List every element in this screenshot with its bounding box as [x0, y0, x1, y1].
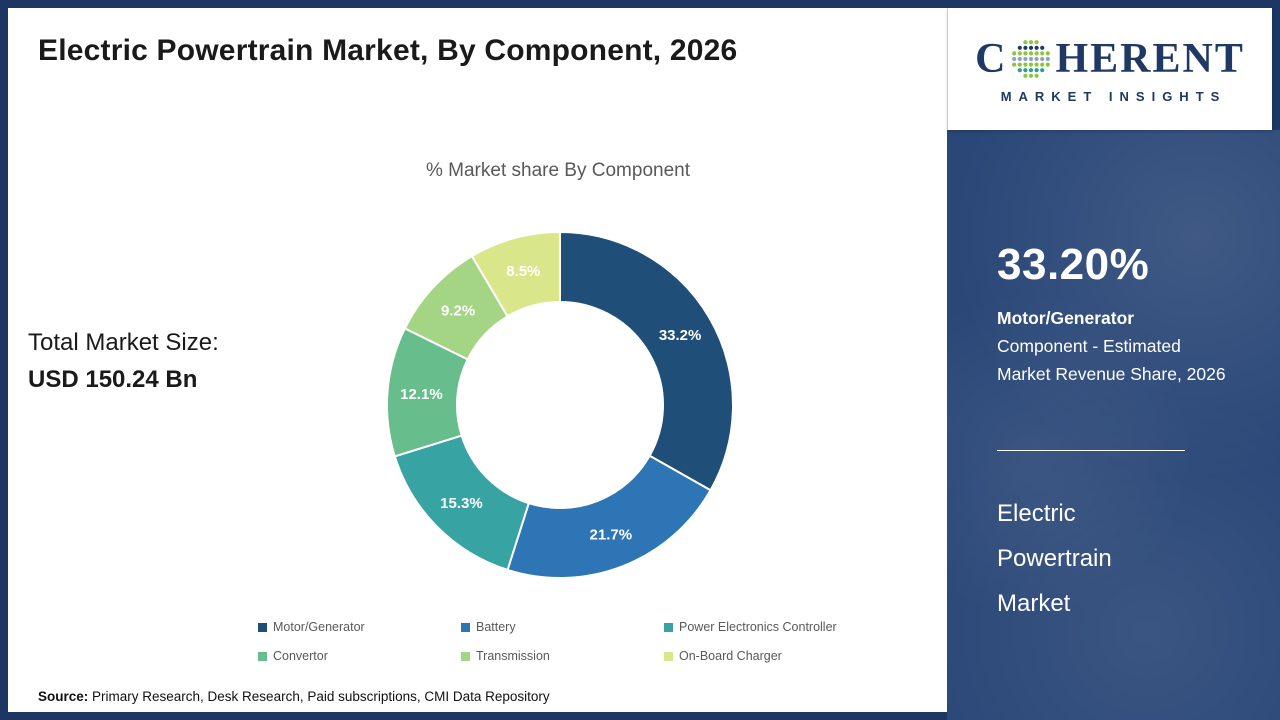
- sidebar-divider: [997, 450, 1185, 451]
- highlight-desc-text: Component - Estimated Market Revenue Sha…: [997, 336, 1226, 384]
- report-title-line-2: Powertrain: [997, 545, 1112, 573]
- globe-dot: [1034, 50, 1040, 55]
- globe-dot: [1029, 39, 1034, 44]
- globe-dot: [1029, 56, 1034, 61]
- total-market-size: Total Market Size: USD 150.24 Bn: [28, 324, 219, 398]
- legend-swatch-icon: [664, 651, 673, 661]
- globe-dot: [1029, 62, 1034, 67]
- globe-dot: [1029, 73, 1034, 78]
- globe-dots-icon: [1012, 39, 1051, 78]
- globe-dot: [1018, 45, 1023, 50]
- chart-title: % Market share By Component: [425, 160, 690, 181]
- highlight-component: Motor/Generator: [997, 308, 1135, 328]
- globe-dot: [1040, 56, 1045, 61]
- donut-segment-label-3: 12.1%: [400, 386, 443, 403]
- globe-dot: [1018, 56, 1023, 61]
- globe-dot: [1034, 67, 1040, 72]
- legend-swatch-icon: [258, 651, 267, 661]
- globe-dot: [1034, 45, 1040, 50]
- donut-segment-label-4: 9.2%: [441, 303, 475, 320]
- globe-dot: [1012, 62, 1017, 67]
- legend-swatch-icon: [664, 622, 673, 632]
- legend-swatch-icon: [461, 622, 470, 632]
- globe-dot: [1023, 67, 1028, 72]
- globe-dot: [1012, 56, 1017, 61]
- legend-item-2: Power Electronics Controller: [664, 620, 918, 634]
- globe-dot: [1040, 62, 1045, 67]
- legend-label: Convertor: [273, 649, 328, 663]
- globe-dot: [1029, 45, 1034, 50]
- page-title: Electric Powertrain Market, By Component…: [38, 34, 738, 67]
- globe-dot: [1023, 39, 1028, 44]
- globe-dot: [1023, 56, 1028, 61]
- legend-item-1: Battery: [461, 620, 664, 634]
- chart-legend: Motor/Generator Battery Power Electronics …: [258, 620, 918, 663]
- globe-dot: [1034, 73, 1040, 78]
- globe-dot: [1012, 50, 1017, 55]
- brand-logo: C HERENT: [975, 35, 1245, 83]
- sidebar-content: 33.20% Motor/Generator Component - Estim…: [997, 130, 1245, 626]
- legend-label: Transmission: [476, 649, 550, 663]
- donut-segment-label-0: 33.2%: [659, 327, 702, 344]
- globe-dot: [1034, 56, 1040, 61]
- legend-item-4: Transmission: [461, 649, 664, 663]
- legend-swatch-icon: [461, 651, 470, 661]
- donut-chart: 33.2% 21.7% 15.3% 12.1% 9.2% 8.5%: [360, 205, 760, 605]
- globe-dot: [1046, 56, 1051, 61]
- source-text: Primary Research, Desk Research, Paid su…: [88, 689, 550, 704]
- donut-chart-svg: 33.2% 21.7% 15.3% 12.1% 9.2% 8.5%: [386, 230, 734, 580]
- legend-label: Motor/Generator: [273, 620, 365, 634]
- donut-segment-0: [559, 230, 734, 492]
- globe-dot: [1023, 45, 1028, 50]
- globe-dot: [1018, 50, 1023, 55]
- report-title-line-1: Electric: [997, 500, 1076, 527]
- donut-segment-1: [506, 454, 712, 580]
- donut-segment-5: [470, 230, 561, 318]
- total-market-size-value: USD 150.24 Bn: [28, 366, 198, 394]
- globe-dot: [1034, 62, 1040, 67]
- globe-dot: [1046, 50, 1051, 55]
- globe-dot: [1029, 67, 1034, 72]
- globe-dot: [1023, 73, 1028, 78]
- source-label: Source:: [38, 689, 89, 704]
- main-content-panel: Electric Powertrain Market, By Component…: [8, 8, 947, 712]
- brand-tagline: MARKET INSIGHTS: [1000, 88, 1227, 104]
- brand-logo-panel: C HERENT MARKET INSIGHTS: [947, 8, 1272, 130]
- globe-dot: [1018, 62, 1023, 67]
- globe-dot: [1023, 62, 1028, 67]
- source-line: Source: Primary Research, Desk Research,…: [38, 689, 550, 704]
- globe-dot: [1040, 50, 1045, 55]
- highlight-value: 33.20%: [997, 240, 1150, 289]
- legend-label: Battery: [476, 620, 516, 634]
- donut-segment-label-2: 15.3%: [440, 495, 483, 512]
- legend-item-0: Motor/Generator: [258, 620, 461, 634]
- legend-item-5: On-Board Charger: [664, 649, 918, 663]
- globe-dot: [1046, 62, 1051, 67]
- donut-segment-label-5: 8.5%: [506, 263, 540, 280]
- globe-dot: [1040, 45, 1045, 50]
- total-market-size-label: Total Market Size:: [28, 329, 219, 356]
- legend-label: On-Board Charger: [679, 649, 782, 663]
- sidebar-panel: 33.20% Motor/Generator Component - Estim…: [947, 130, 1280, 720]
- report-title: Electric Powertrain Market: [997, 491, 1245, 626]
- highlight-description: Motor/Generator Component - Estimated Ma…: [997, 304, 1229, 388]
- globe-dot: [1018, 67, 1023, 72]
- globe-dot: [1023, 50, 1028, 55]
- legend-swatch-icon: [258, 622, 267, 632]
- globe-dot: [1034, 39, 1040, 44]
- donut-segment-label-1: 21.7%: [590, 526, 633, 543]
- report-title-line-3: Market: [997, 590, 1071, 618]
- brand-logo-name: HERENT: [1055, 35, 1245, 82]
- globe-dot: [1040, 67, 1045, 72]
- legend-item-3: Convertor: [258, 649, 461, 663]
- legend-label: Power Electronics Controller: [679, 620, 837, 634]
- brand-logo-letter-c: C: [975, 35, 1008, 82]
- globe-dot: [1029, 50, 1034, 55]
